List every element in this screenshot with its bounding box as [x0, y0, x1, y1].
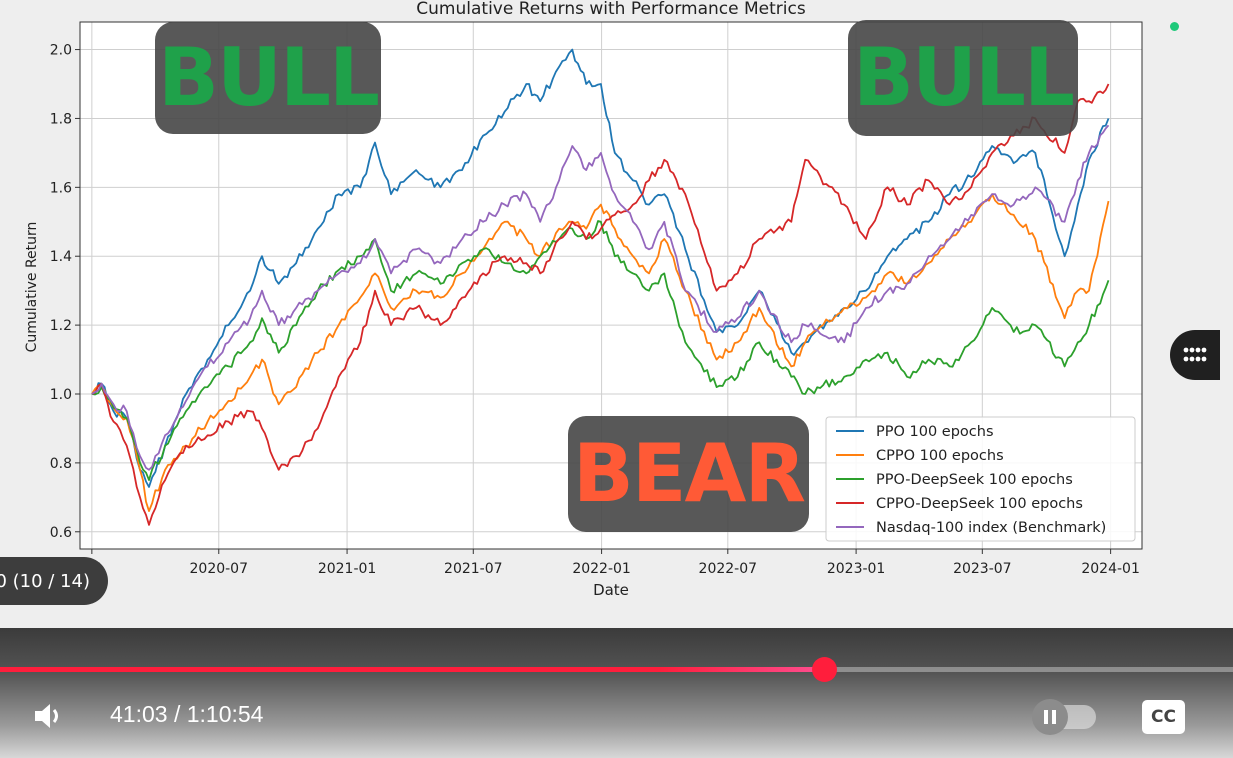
- series-line-4: [91, 83, 1110, 526]
- volume-icon: [35, 704, 58, 728]
- bear-overlay: BEAR: [568, 416, 809, 532]
- y-tick-label: 2.0: [50, 43, 72, 59]
- y-tick-label: 1.4: [50, 249, 72, 265]
- y-tick-label: 0.6: [50, 525, 72, 541]
- bear-label: BEAR: [572, 427, 806, 520]
- plot-frame: [79, 21, 1143, 550]
- y-axis-ticks: 0.6 0.8 1.0 1.2 1.4 1.6 1.8 2.0: [50, 43, 80, 541]
- x-axis-label: Date: [593, 581, 629, 599]
- y-tick-label: 1.8: [50, 111, 72, 127]
- player-controls: [0, 628, 1233, 758]
- series-line-3: [91, 220, 1110, 481]
- legend-box: [825, 416, 1136, 542]
- legend-entry: PPO 100 epochs: [876, 424, 994, 440]
- y-tick-label: 1.6: [50, 180, 72, 196]
- y-tick-label: 1.2: [50, 318, 72, 334]
- chart-series: [91, 48, 1110, 526]
- bull-overlay-left: BULL: [155, 22, 381, 134]
- y-tick-label: 0.8: [50, 456, 72, 472]
- autoplay-knob: [1032, 699, 1068, 735]
- chart-title: Cumulative Returns with Performance Metr…: [416, 0, 806, 19]
- apps-button[interactable]: [1170, 330, 1220, 380]
- slide-counter-text: 0 (10 / 14): [0, 570, 90, 592]
- captions-button[interactable]: CC: [1142, 700, 1185, 734]
- cc-label: CC: [1151, 707, 1176, 727]
- series-line-1: [91, 48, 1110, 488]
- series-line-2: [91, 193, 1110, 512]
- x-tick-label: 2023-01: [827, 561, 886, 577]
- duration: 1:10:54: [186, 701, 264, 727]
- y-axis-label: Cumulative Return: [24, 222, 40, 353]
- volume-button[interactable]: [32, 700, 64, 736]
- autoplay-toggle[interactable]: [1032, 699, 1096, 735]
- x-tick-label: 2024-01: [1081, 561, 1140, 577]
- time-separator: /: [167, 701, 187, 727]
- apps-grid-icon: [1183, 347, 1207, 362]
- current-time: 41:03: [110, 701, 168, 727]
- bull-label-left: BULL: [158, 31, 380, 124]
- video-frame[interactable]: 0.60.81.01.21.41.61.82.0 -012020-072021-…: [0, 0, 1233, 628]
- x-tick-label: 2022-01: [572, 561, 631, 577]
- progress-scrubber[interactable]: [811, 657, 837, 682]
- slide-counter: 0 (10 / 14): [0, 557, 108, 605]
- x-tick-label: 2021-07: [444, 561, 503, 577]
- pause-icon: [1044, 710, 1056, 724]
- series-line-5: [91, 124, 1110, 471]
- x-tick-label: 2023-07: [953, 561, 1012, 577]
- y-tick-label: 1.0: [50, 387, 72, 403]
- legend-entry: CPPO-DeepSeek 100 epochs: [876, 496, 1083, 512]
- legend-entry: Nasdaq-100 index (Benchmark): [876, 520, 1106, 536]
- x-tick-label: 2022-07: [699, 561, 758, 577]
- x-tick-label: 2020-07: [190, 561, 249, 577]
- time-display: 41:03 / 1:10:54: [110, 701, 263, 728]
- progress-fill: [0, 667, 824, 672]
- bull-overlay-right: BULL: [848, 20, 1078, 136]
- chart-legend: PPO 100 epochs CPPO 100 epochs PPO-DeepSee…: [825, 416, 1136, 542]
- legend-entry: CPPO 100 epochs: [876, 448, 1004, 464]
- x-tick-label: 2021-01: [318, 561, 377, 577]
- status-dot: [1170, 22, 1179, 31]
- bull-label-right: BULL: [853, 31, 1075, 124]
- legend-entry: PPO-DeepSeek 100 epochs: [876, 472, 1073, 488]
- x-axis-ticks: -012020-072021-012021-072022-012022-0720…: [80, 549, 1140, 577]
